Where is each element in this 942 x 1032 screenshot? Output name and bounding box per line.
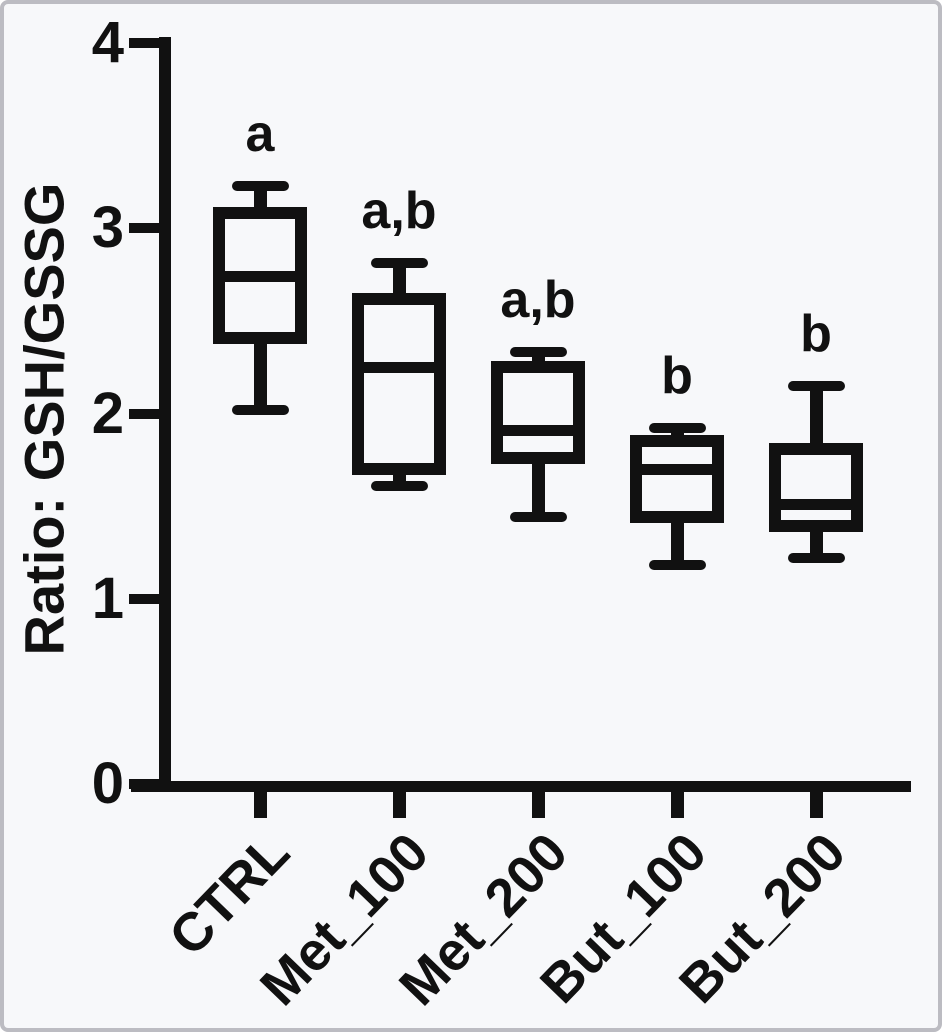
x-tick-Met_200 <box>531 792 545 818</box>
significance-label-But_100: b <box>661 347 693 406</box>
x-tick-CTRL <box>253 792 267 818</box>
y-tick-2 <box>129 408 171 419</box>
significance-label-Met_100: a,b <box>361 182 437 241</box>
box-Met_200 <box>491 361 585 464</box>
x-axis-line <box>131 781 911 792</box>
median-line-But_200 <box>769 498 863 510</box>
significance-label-CTRL: a <box>245 104 275 163</box>
y-tick-label-2: 2 <box>91 380 124 446</box>
whisker-cap-top-Met_100 <box>370 258 428 269</box>
whisker-cap-bottom-CTRL <box>231 404 289 415</box>
box-Met_100 <box>352 292 446 476</box>
y-tick-3 <box>129 223 171 234</box>
whisker-cap-bottom-Met_100 <box>370 480 428 491</box>
y-tick-label-0: 0 <box>91 751 124 816</box>
y-tick-0 <box>129 779 171 789</box>
x-tick-Met_100 <box>392 792 406 818</box>
median-line-But_100 <box>630 463 724 475</box>
y-tick-label-3: 3 <box>91 195 124 261</box>
whisker-cap-top-But_200 <box>787 380 845 391</box>
whisker-cap-top-But_100 <box>648 423 706 434</box>
x-tick-But_200 <box>809 792 823 818</box>
y-tick-1 <box>129 593 171 604</box>
median-line-Met_200 <box>491 424 585 436</box>
whisker-cap-bottom-But_100 <box>648 560 706 571</box>
y-tick-label-4: 4 <box>91 10 124 75</box>
box-But_200 <box>769 442 863 533</box>
y-tick-4 <box>129 38 171 48</box>
y-tick-label-1: 1 <box>91 565 124 631</box>
whisker-cap-top-Met_200 <box>509 347 567 358</box>
x-tick-But_100 <box>670 792 684 818</box>
whisker-cap-top-CTRL <box>231 180 289 191</box>
significance-label-Met_200: a,b <box>500 271 576 330</box>
y-axis-label: Ratio: GSH/GSSG <box>12 182 76 656</box>
whisker-cap-bottom-But_200 <box>787 552 845 563</box>
whisker-cap-bottom-Met_200 <box>509 512 567 523</box>
significance-label-But_200: b <box>800 304 832 363</box>
median-line-Met_100 <box>352 361 446 373</box>
box-But_100 <box>630 435 724 524</box>
median-line-CTRL <box>213 270 307 282</box>
